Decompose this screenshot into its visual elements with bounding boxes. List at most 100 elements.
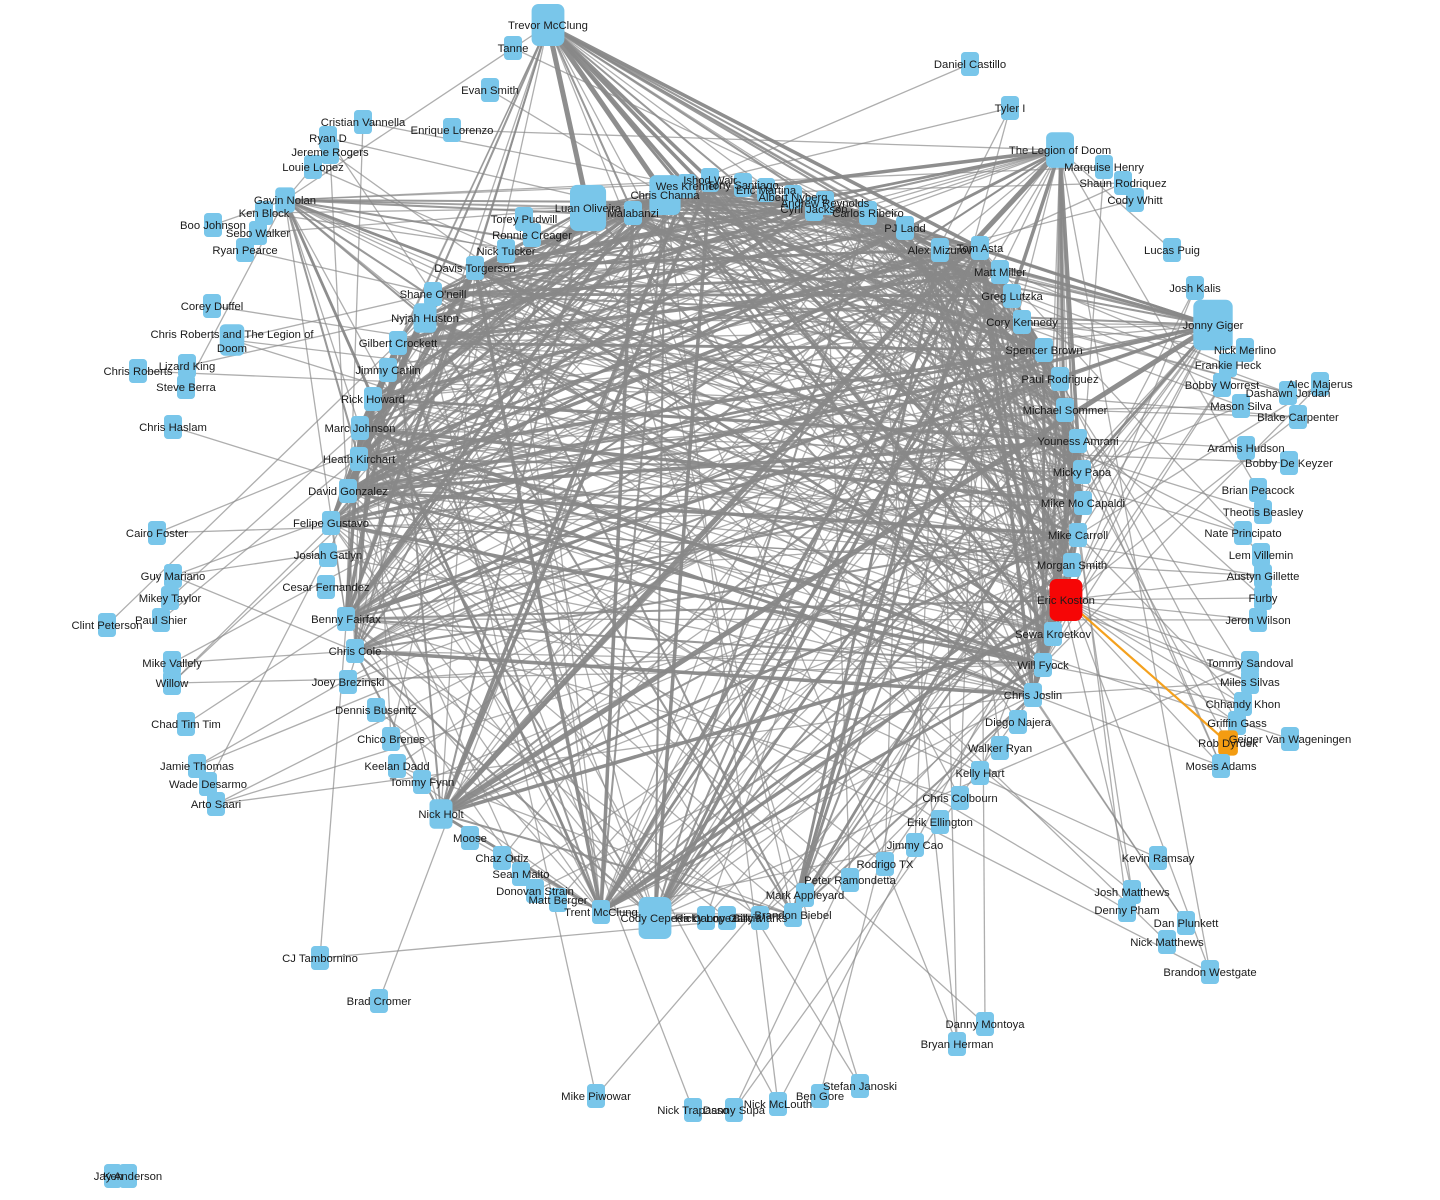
- svg-text:Joey Brezinski: Joey Brezinski: [312, 677, 385, 689]
- svg-text:Nyjah Huston: Nyjah Huston: [391, 313, 459, 325]
- svg-text:Peter Ramondetta: Peter Ramondetta: [804, 875, 896, 887]
- svg-text:Chris Channa: Chris Channa: [630, 190, 700, 202]
- svg-text:Ryan Pearce: Ryan Pearce: [212, 245, 277, 257]
- svg-text:David Gonzalez: David Gonzalez: [308, 486, 388, 498]
- svg-text:Josiah Gatlyn: Josiah Gatlyn: [294, 550, 362, 562]
- svg-text:Keelan Dadd: Keelan Dadd: [364, 761, 429, 773]
- svg-text:Furby: Furby: [1249, 593, 1278, 605]
- svg-text:Chris Joslin: Chris Joslin: [1004, 690, 1062, 702]
- svg-text:Lucas Puig: Lucas Puig: [1144, 245, 1200, 257]
- svg-text:Cory Kennedy: Cory Kennedy: [986, 317, 1058, 329]
- svg-text:Morgan Smith: Morgan Smith: [1037, 560, 1107, 572]
- svg-text:Rodrigo TX: Rodrigo TX: [857, 859, 914, 871]
- svg-text:Lem Villemin: Lem Villemin: [1229, 550, 1293, 562]
- svg-text:Chris Roberts and The Legion o: Chris Roberts and The Legion of: [150, 329, 314, 341]
- svg-text:CJ Tambornino: CJ Tambornino: [282, 953, 358, 965]
- svg-text:Walker Ryan: Walker Ryan: [968, 743, 1032, 755]
- svg-text:Mike Piwowar: Mike Piwowar: [561, 1091, 631, 1103]
- svg-text:Marc Johnson: Marc Johnson: [325, 423, 396, 435]
- svg-text:Denny Pham: Denny Pham: [1094, 905, 1159, 917]
- svg-text:Guy Mariano: Guy Mariano: [141, 571, 206, 583]
- svg-text:Theotis Beasley: Theotis Beasley: [1223, 507, 1304, 519]
- svg-text:Kelly Hart: Kelly Hart: [956, 768, 1006, 780]
- svg-text:Matt Berger: Matt Berger: [528, 895, 587, 907]
- svg-text:Josh Matthews: Josh Matthews: [1094, 887, 1170, 899]
- svg-text:Paul Rodriguez: Paul Rodriguez: [1021, 374, 1099, 386]
- svg-text:Sebo Walker: Sebo Walker: [226, 228, 290, 240]
- svg-text:Michael Sommer: Michael Sommer: [1023, 405, 1108, 417]
- svg-text:Will Fyock: Will Fyock: [1017, 660, 1069, 672]
- svg-text:Nick Matthews: Nick Matthews: [1130, 937, 1204, 949]
- svg-text:Clint Peterson: Clint Peterson: [72, 620, 143, 632]
- svg-text:Jamie Thomas: Jamie Thomas: [160, 761, 234, 773]
- svg-text:PJ Ladd: PJ Ladd: [884, 223, 925, 235]
- svg-text:Miles Silvas: Miles Silvas: [1220, 677, 1280, 689]
- svg-text:Chris Cole: Chris Cole: [329, 646, 382, 658]
- svg-text:Felipe Gustavo: Felipe Gustavo: [293, 518, 369, 530]
- svg-text:Erik Ellington: Erik Ellington: [907, 817, 973, 829]
- svg-text:Mike Mo Capaldi: Mike Mo Capaldi: [1041, 498, 1125, 510]
- svg-text:Mike Vallely: Mike Vallely: [142, 658, 202, 670]
- svg-text:Corey Duffel: Corey Duffel: [181, 301, 244, 313]
- svg-text:Tanne: Tanne: [498, 43, 529, 55]
- svg-text:Greg Lutzka: Greg Lutzka: [981, 291, 1043, 303]
- svg-text:Daniel Castillo: Daniel Castillo: [934, 59, 1006, 71]
- svg-text:Alex Mizurov: Alex Mizurov: [908, 245, 973, 257]
- svg-text:Mark Appleyard: Mark Appleyard: [766, 890, 845, 902]
- svg-text:Tommy Sandoval: Tommy Sandoval: [1207, 658, 1294, 670]
- svg-text:Jimmy Carlin: Jimmy Carlin: [355, 365, 420, 377]
- svg-text:Ryan D: Ryan D: [309, 133, 347, 145]
- svg-text:Danny Montoya: Danny Montoya: [945, 1019, 1025, 1031]
- svg-text:The Legion of Doom: The Legion of Doom: [1009, 145, 1111, 157]
- svg-text:Tommy Fynn: Tommy Fynn: [390, 777, 455, 789]
- svg-text:Sewa Kroetkov: Sewa Kroetkov: [1015, 629, 1091, 641]
- svg-text:Brandon Westgate: Brandon Westgate: [1163, 967, 1256, 979]
- svg-text:Chris Haslam: Chris Haslam: [139, 422, 207, 434]
- svg-text:Jeron Wilson: Jeron Wilson: [1225, 615, 1290, 627]
- svg-text:Gavin Nolan: Gavin Nolan: [254, 195, 316, 207]
- svg-text:Brian Peacock: Brian Peacock: [1222, 485, 1295, 497]
- svg-text:Josh Kalis: Josh Kalis: [1169, 283, 1221, 295]
- svg-text:Jereme Rogers: Jereme Rogers: [291, 147, 369, 159]
- svg-text:Chhandy Khon: Chhandy Khon: [1206, 699, 1281, 711]
- svg-text:Bobby De Keyzer: Bobby De Keyzer: [1245, 458, 1333, 470]
- svg-text:Rick Howard: Rick Howard: [341, 394, 405, 406]
- svg-text:Nick Holt: Nick Holt: [418, 809, 464, 821]
- svg-text:Malabanzi: Malabanzi: [607, 208, 659, 220]
- svg-text:Stefan Janoski: Stefan Janoski: [823, 1081, 897, 1093]
- svg-text:Evan Smith: Evan Smith: [461, 85, 519, 97]
- svg-text:Willow: Willow: [156, 678, 189, 690]
- svg-text:Cesar Fernandez: Cesar Fernandez: [282, 582, 370, 594]
- svg-text:Moses Adams: Moses Adams: [1186, 761, 1257, 773]
- svg-text:Frankie Heck: Frankie Heck: [1195, 360, 1262, 372]
- svg-text:Cairo Foster: Cairo Foster: [126, 528, 188, 540]
- svg-text:Nate Principato: Nate Principato: [1204, 528, 1281, 540]
- svg-text:Trevor McClung: Trevor McClung: [508, 20, 588, 32]
- svg-text:Davis Torgerson: Davis Torgerson: [434, 263, 515, 275]
- svg-text:Tyler I: Tyler I: [995, 103, 1026, 115]
- svg-text:Marquise Henry: Marquise Henry: [1064, 162, 1144, 174]
- svg-text:Cristian Vannella: Cristian Vannella: [321, 117, 406, 129]
- svg-text:Dennis Busenitz: Dennis Busenitz: [335, 705, 417, 717]
- svg-text:Moose: Moose: [453, 833, 487, 845]
- svg-text:Bryan Herman: Bryan Herman: [921, 1039, 994, 1051]
- svg-text:Enrique Lorenzo: Enrique Lorenzo: [411, 125, 494, 137]
- svg-text:Kevin Ramsay: Kevin Ramsay: [1122, 853, 1195, 865]
- svg-text:Mikey Taylor: Mikey Taylor: [139, 593, 202, 605]
- svg-text:Jimmy Cao: Jimmy Cao: [887, 840, 944, 852]
- svg-text:Dan Plunkett: Dan Plunkett: [1154, 918, 1220, 930]
- svg-text:Lizard King: Lizard King: [159, 361, 216, 373]
- svg-text:Eric Koston: Eric Koston: [1037, 595, 1095, 607]
- svg-text:Shaun Rodriquez: Shaun Rodriquez: [1079, 178, 1167, 190]
- svg-text:Matt Miller: Matt Miller: [974, 267, 1026, 279]
- svg-text:Arto Saari: Arto Saari: [191, 799, 241, 811]
- svg-text:Blake Carpenter: Blake Carpenter: [1257, 412, 1339, 424]
- svg-text:Youness Amrani: Youness Amrani: [1037, 436, 1118, 448]
- svg-text:Ronnie Creager: Ronnie Creager: [492, 230, 572, 242]
- svg-text:Benny Fairfax: Benny Fairfax: [311, 614, 381, 626]
- svg-text:Gilbert Crockett: Gilbert Crockett: [359, 338, 438, 350]
- svg-text:Brandon Biebel: Brandon Biebel: [754, 910, 831, 922]
- svg-text:Austyn Gillette: Austyn Gillette: [1227, 571, 1300, 583]
- svg-text:Jonny Giger: Jonny Giger: [1183, 320, 1244, 332]
- svg-text:Griffin Gass: Griffin Gass: [1207, 718, 1267, 730]
